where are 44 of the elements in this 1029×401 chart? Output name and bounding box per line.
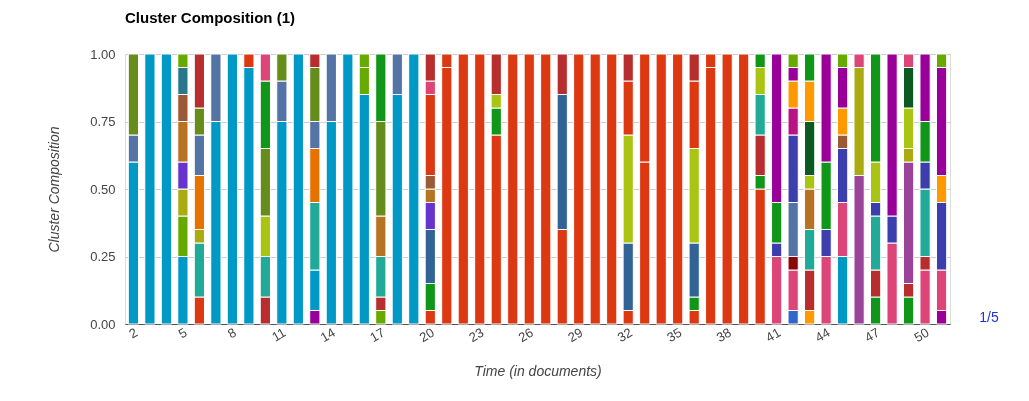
bar (721, 53, 733, 325)
y-tick-label: 0.75 (90, 114, 116, 129)
bar (589, 53, 601, 325)
bar (507, 53, 519, 325)
bar (144, 53, 156, 325)
x-tick-label: 2 (126, 324, 140, 342)
bar (672, 53, 684, 325)
bar (457, 53, 469, 325)
bar (523, 53, 535, 325)
x-axis-title: Time (in documents) (474, 362, 602, 379)
x-tick-label: 29 (565, 324, 586, 345)
x-tick-label: 8 (225, 324, 239, 342)
x-tick-label: 23 (466, 324, 487, 345)
x-tick-label: 41 (763, 324, 784, 345)
x-tick-label: 20 (416, 324, 437, 345)
bar (226, 53, 238, 325)
y-tick-label: 0.25 (90, 249, 116, 264)
bar (474, 53, 486, 325)
x-tick-label: 38 (713, 324, 734, 345)
x-tick-label: 5 (175, 324, 190, 342)
bar (655, 53, 667, 325)
bar (573, 53, 585, 325)
x-tick-label: 35 (664, 324, 685, 345)
bar (342, 53, 354, 325)
bar (408, 53, 420, 325)
x-tick-label: 50 (911, 324, 932, 345)
y-tick-label: 1.00 (90, 46, 116, 62)
y-tick-label: 0.00 (90, 316, 116, 332)
x-tick-label: 47 (862, 324, 883, 345)
bar (738, 53, 750, 325)
x-tick-label: 14 (317, 324, 338, 345)
x-tick-label: 17 (367, 324, 388, 345)
bar (540, 53, 552, 325)
bar (292, 53, 304, 325)
x-tick-label: 11 (269, 324, 289, 345)
y-axis-title: Cluster Composition (46, 126, 63, 253)
y-tick-label: 0.50 (90, 181, 116, 197)
text: 1/5 (979, 309, 999, 325)
bar (606, 53, 618, 325)
bar (160, 53, 173, 325)
x-tick-label: 32 (614, 324, 635, 345)
x-tick-label: 44 (812, 324, 833, 345)
x-tick-label: 26 (515, 324, 536, 345)
chart-title: Cluster Composition (1) (125, 9, 296, 26)
